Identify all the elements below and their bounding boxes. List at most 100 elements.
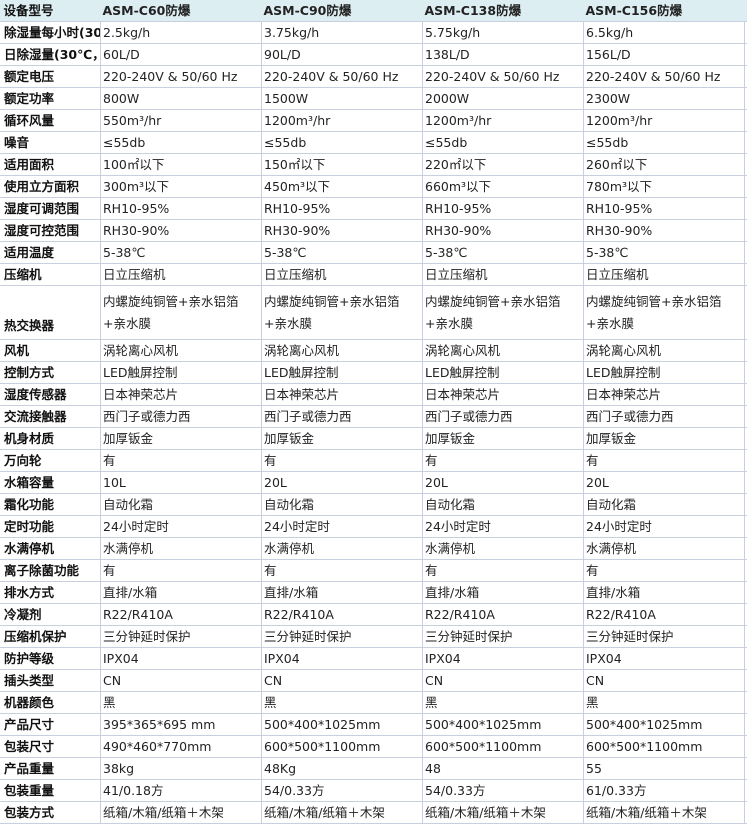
spec-label: 万向轮 — [0, 449, 101, 472]
spec-value: RH10-95% — [422, 197, 584, 220]
spec-value: 6.5kg/h — [583, 21, 745, 44]
spec-row: 机器颜色黑黑黑黑 — [0, 691, 747, 714]
spec-row: 万向轮有有有有 — [0, 449, 747, 472]
spec-value: R22/R410A — [422, 603, 584, 626]
spec-value: 纸箱/木箱/纸箱＋木架 — [583, 801, 745, 824]
spec-value: 800W — [100, 87, 262, 110]
model-header: ASM-C60防爆 — [100, 0, 262, 22]
spec-value: 涡轮离心风机 — [261, 339, 423, 362]
spec-value: 24小时定时 — [583, 515, 745, 538]
spec-value: 日本神荣芯片 — [100, 383, 262, 406]
spec-value: 1200m³/hr — [583, 109, 745, 132]
spec-label: 防护等级 — [0, 647, 101, 670]
spec-label: 产品重量 — [0, 757, 101, 780]
spec-value: 1500W — [261, 87, 423, 110]
spec-value: R22/R410A — [100, 603, 262, 626]
spec-value: 日立压缩机 — [583, 263, 745, 286]
spec-value: RH30-90% — [100, 219, 262, 242]
spec-value: 490*460*770mm — [100, 735, 262, 758]
spec-value: RH10-95% — [100, 197, 262, 220]
spec-value: 300m³以下 — [100, 175, 262, 198]
spec-label: 压缩机保护 — [0, 625, 101, 648]
spec-value: 5-38℃ — [422, 241, 584, 264]
spec-label: 控制方式 — [0, 361, 101, 384]
spec-value: 自动化霜 — [583, 493, 745, 516]
spec-value: 2000W — [422, 87, 584, 110]
spec-value: RH30-90% — [422, 219, 584, 242]
spec-label: 产品尺寸 — [0, 713, 101, 736]
spec-value: 有 — [261, 559, 423, 582]
spec-value: 三分钟延时保护 — [583, 625, 745, 648]
spec-value: 600*500*1100mm — [261, 735, 423, 758]
spec-value: 90L/D — [261, 43, 423, 66]
spec-value: 220-240V & 50/60 Hz — [422, 65, 584, 88]
spec-value: CN — [422, 669, 584, 692]
spec-value: 260㎡以下 — [583, 153, 745, 176]
spec-value: RH10-95% — [261, 197, 423, 220]
spec-value: 2.5kg/h — [100, 21, 262, 44]
spec-value: 61/0.33方 — [583, 779, 745, 802]
spec-value: RH10-95% — [583, 197, 745, 220]
spec-value: ≤55db — [100, 131, 262, 154]
spec-value: 涡轮离心风机 — [100, 339, 262, 362]
spec-value: 780m³以下 — [583, 175, 745, 198]
spec-value: 48 — [422, 757, 584, 780]
model-header: ASM-C156防爆 — [583, 0, 745, 22]
spec-row: 压缩机保护 三分钟延时保护 三分钟延时保护 三分钟延时保护 三分钟延时保护 — [0, 625, 747, 648]
spec-row: 除湿量每小时(30 2.5kg/h 3.75kg/h 5.75kg/h 6.5kg/h — [0, 21, 747, 44]
spec-value: 日立压缩机 — [100, 263, 262, 286]
spec-value: 有 — [583, 559, 745, 582]
spec-value: 220-240V & 50/60 Hz — [261, 65, 423, 88]
spec-label: 机身材质 — [0, 427, 101, 450]
spec-value: 自动化霜 — [422, 493, 584, 516]
spec-value: 100㎡以下 — [100, 153, 262, 176]
spec-value: IPX04 — [422, 647, 584, 670]
spec-value: 水满停机 — [422, 537, 584, 560]
spec-label: 压缩机 — [0, 263, 101, 286]
spec-value: 395*365*695 mm — [100, 713, 262, 736]
spec-value: 直排/水箱 — [261, 581, 423, 604]
spec-value: R22/R410A — [261, 603, 423, 626]
spec-value: 三分钟延时保护 — [100, 625, 262, 648]
spec-row: 机身材质 加厚钣金 加厚钣金 加厚钣金 加厚钣金 — [0, 427, 747, 450]
spec-label: 离子除菌功能 — [0, 559, 101, 582]
spec-value: 水满停机 — [261, 537, 423, 560]
spec-label: 包装重量 — [0, 779, 101, 802]
spec-label: 除湿量每小时(30 — [0, 21, 101, 44]
spec-value: 5-38℃ — [583, 241, 745, 264]
spec-label: 噪音 — [0, 131, 101, 154]
spec-value: 有 — [100, 559, 262, 582]
spec-row: 湿度可控范围 RH30-90% RH30-90% RH30-90% RH30-90% — [0, 219, 747, 242]
spec-value: 156L/D — [583, 43, 745, 66]
spec-value: 600*500*1100mm — [583, 735, 745, 758]
spec-row: 包装尺寸 490*460*770mm 600*500*1100mm 600*500*1… — [0, 735, 747, 758]
spec-value: 日本神荣芯片 — [261, 383, 423, 406]
spec-label: 包装方式 — [0, 801, 101, 824]
spec-row: 额定功率 800W 1500W 2000W 2300W — [0, 87, 747, 110]
spec-value: 有 — [422, 559, 584, 582]
spec-value: 内螺旋纯铜管+亲水铝箔+亲水膜 — [422, 285, 584, 340]
spec-label: 包装尺寸 — [0, 735, 101, 758]
spec-value: RH30-90% — [583, 219, 745, 242]
spec-value: LED触屏控制 — [261, 361, 423, 384]
spec-value: 20L — [422, 471, 584, 494]
spec-value: 60L/D — [100, 43, 262, 66]
spec-value: 有 — [261, 449, 423, 472]
spec-value: 西门子或德力西 — [100, 405, 262, 428]
spec-value: 日立压缩机 — [261, 263, 423, 286]
spec-value: 1200m³/hr — [422, 109, 584, 132]
clipped-column — [744, 801, 747, 824]
spec-row: 日除湿量(30℃， 60L/D 90L/D 138L/D 156L/D — [0, 43, 747, 66]
spec-value: 54/0.33方 — [261, 779, 423, 802]
spec-value: 水满停机 — [583, 537, 745, 560]
spec-label: 排水方式 — [0, 581, 101, 604]
header-label: 设备型号 — [0, 0, 101, 22]
spec-value: ≤55db — [422, 131, 584, 154]
spec-value: 24小时定时 — [261, 515, 423, 538]
model-header: ASM-C90防爆 — [261, 0, 423, 22]
spec-row: 产品重量 38kg 48Kg 48 55 — [0, 757, 747, 780]
spec-row: 交流接触器 西门子或德力西 西门子或德力西 西门子或德力西 西门子或德力西 — [0, 405, 747, 428]
spec-row: 水满停机 水满停机 水满停机 水满停机 水满停机 — [0, 537, 747, 560]
spec-row: 适用面积 100㎡以下 150㎡以下 220㎡以下 260㎡以下 — [0, 153, 747, 176]
spec-value: 38kg — [100, 757, 262, 780]
